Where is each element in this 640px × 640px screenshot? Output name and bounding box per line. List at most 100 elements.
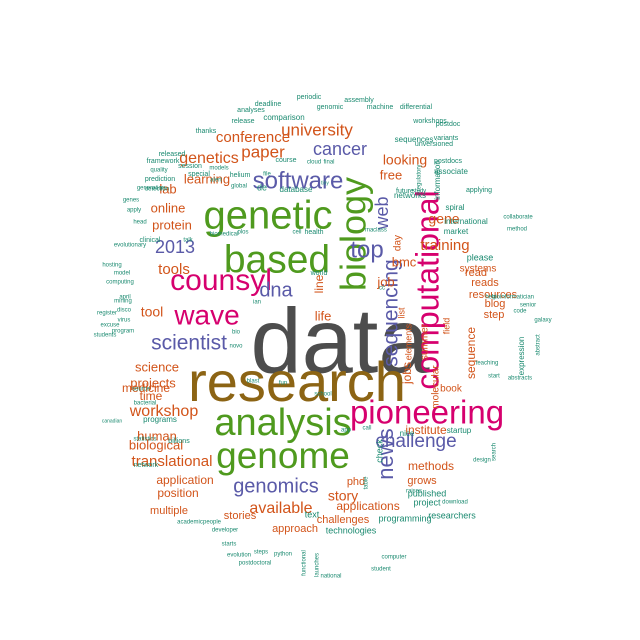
word-download: download: [442, 500, 468, 506]
word-research: research: [188, 350, 406, 413]
word-protein: protein: [152, 217, 192, 232]
word-life: life: [315, 308, 332, 323]
word-teaching: teaching: [476, 361, 499, 367]
word-based: based: [224, 238, 330, 281]
word-regulatory: regulatory: [417, 165, 423, 192]
word-academic: academic: [177, 520, 203, 526]
word-analyses: analyses: [237, 107, 265, 114]
word-virus: virus: [118, 318, 131, 324]
word-computational: computational: [409, 190, 445, 389]
word-step: step: [484, 309, 505, 321]
word-medicine: medicine: [122, 381, 170, 395]
word-check: check: [374, 439, 384, 463]
word-researchers: researchers: [428, 510, 476, 520]
word-help: help: [485, 295, 497, 301]
word-spiral: spiral: [445, 203, 464, 212]
word-resources: resources: [469, 289, 518, 301]
word-special: special: [188, 171, 210, 178]
word-student: student: [371, 567, 391, 573]
word-postdoctoral: postdoctoral: [239, 561, 272, 567]
word-free: free: [380, 167, 402, 182]
word-methods: methods: [408, 459, 454, 473]
word-programs: programs: [143, 415, 177, 424]
word-program: program: [112, 329, 134, 335]
word-health: health: [304, 229, 323, 236]
word-variants: variants: [434, 135, 459, 142]
word-workshop: workshop: [129, 403, 199, 420]
word-startup: startup: [447, 426, 472, 435]
word-models: models: [209, 166, 228, 172]
word-network: network: [134, 462, 159, 469]
word-available: available: [249, 500, 312, 517]
word-method: method: [507, 227, 527, 233]
word-abstract: abstract: [536, 334, 542, 356]
word-conference: conference: [216, 129, 290, 146]
word-associate: associate: [434, 167, 468, 176]
word-biomedical: biomedical: [210, 232, 239, 238]
word-expression: expression: [517, 337, 526, 376]
word-genetic: genetic: [204, 194, 333, 238]
word-challenge: challenge: [375, 431, 456, 452]
word-line: line: [312, 274, 326, 293]
word-abstracts: abstracts: [508, 376, 532, 382]
word-generation: generation: [137, 186, 165, 192]
word-fun: fun: [279, 381, 287, 387]
word-projects: projects: [130, 375, 176, 390]
word-science: science: [135, 359, 179, 374]
word-app: app: [341, 428, 352, 434]
word-project: project: [413, 497, 441, 507]
word-steps: steps: [254, 550, 268, 556]
word-bacterial: bacterial: [134, 401, 157, 407]
word-paper: paper: [241, 142, 285, 161]
word-evolution: evolution: [227, 553, 251, 559]
word-nice: nice: [400, 429, 415, 438]
word-final: final: [323, 160, 334, 166]
word-table: table: [364, 476, 370, 490]
word-source: source: [132, 387, 151, 393]
word-bmc: bmc: [392, 254, 417, 269]
word-lab: lab: [159, 181, 176, 196]
word-molecular: molecular: [431, 365, 442, 409]
word-web: web: [372, 196, 392, 230]
word-rna: rna: [365, 228, 374, 234]
word-grows: grows: [407, 475, 437, 487]
word-challenges: challenges: [317, 514, 370, 526]
word-information: information: [433, 160, 442, 200]
word-genomics: genomics: [233, 475, 319, 497]
word-ian: ian: [253, 300, 261, 306]
word-launches: launches: [315, 553, 321, 577]
word-news: news: [373, 428, 398, 479]
word-stories: stories: [224, 510, 257, 522]
word-counsyl: counsyl: [170, 264, 272, 297]
word-people: people: [203, 520, 222, 526]
word-galaxy: galaxy: [534, 318, 551, 324]
word-institute: institute: [405, 423, 447, 437]
word-reads: reads: [471, 277, 499, 289]
word-design: design: [473, 458, 491, 464]
word-mining: mining: [114, 299, 132, 305]
word-postdocs: postdocs: [434, 158, 463, 165]
word-genome: genome: [216, 435, 350, 476]
word-sequencing: sequencing: [380, 259, 403, 366]
word-tools: tools: [158, 261, 190, 278]
word-future: future: [396, 188, 414, 195]
word-cancer: cancer: [313, 139, 367, 159]
word-students: students: [94, 333, 117, 339]
word-technologies: technologies: [326, 525, 377, 535]
word-blog: blog: [485, 298, 506, 310]
word-collaborate: collaborate: [503, 215, 533, 221]
word-sequences: sequences: [395, 135, 434, 144]
word-plos: plos: [237, 230, 248, 236]
word-developer: developer: [212, 528, 238, 534]
word-clinical: clinical: [139, 237, 160, 244]
word-excuse: excuse: [100, 323, 120, 329]
word-comparison: comparison: [263, 113, 304, 122]
word-talk: talk: [183, 238, 193, 244]
word-file: file: [263, 172, 271, 178]
word-machine: machine: [367, 104, 394, 111]
word-please: please: [467, 252, 494, 262]
word-quality: quality: [150, 168, 167, 174]
word-evolutionary: evolutionary: [114, 243, 146, 249]
word-time: time: [140, 389, 163, 403]
